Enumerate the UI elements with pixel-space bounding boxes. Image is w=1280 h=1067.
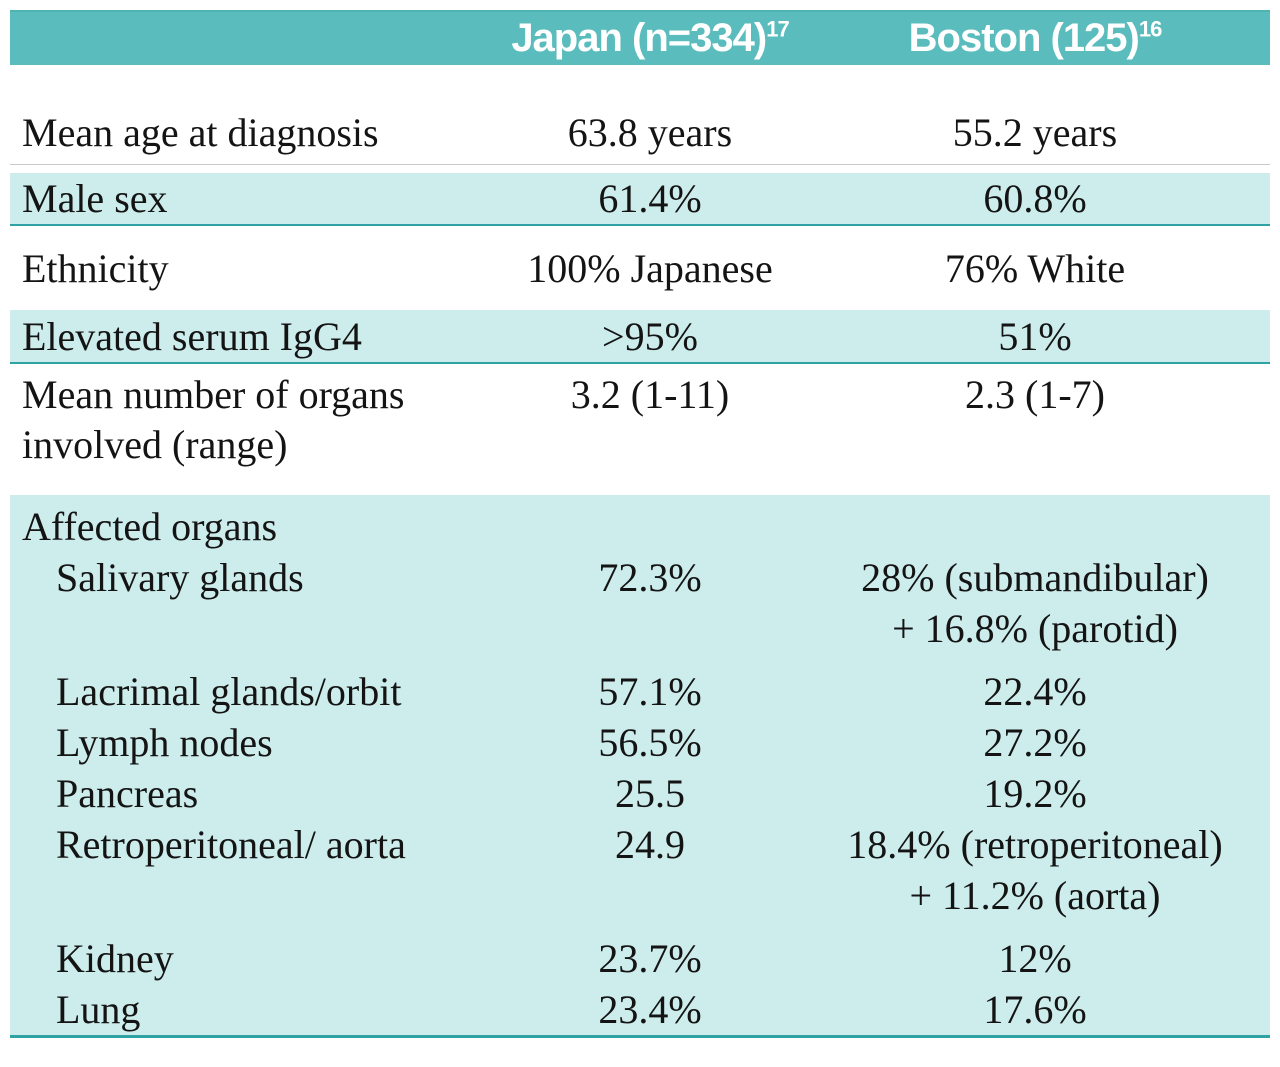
japan-value: 3.2 (1-11) <box>570 372 730 417</box>
organ-label: Salivary glands <box>56 555 304 600</box>
row-male-sex: Male sex 61.4% 60.8% <box>10 173 1270 226</box>
japan-value: 63.8 years <box>567 110 733 155</box>
japan-value: 57.1% <box>598 669 702 714</box>
boston-value: 27.2% <box>983 720 1087 765</box>
boston-value-line1: 18.4% (retroperitoneal) <box>847 822 1223 867</box>
row-mean-age: Mean age at diagnosis 63.8 years 55.2 ye… <box>10 65 1270 165</box>
row-ethnicity: Ethnicity 100% Japanese 76% White <box>10 226 1270 310</box>
header-boston-reference-superscript: 16 <box>1138 16 1163 42</box>
boston-value: 2.3 (1-7) <box>965 372 1105 417</box>
header-japan-reference-superscript: 17 <box>766 16 790 42</box>
organ-row-lymph-nodes: Lymph nodes 56.5% 27.2% <box>10 717 1270 768</box>
japan-value: 25.5 <box>615 771 685 816</box>
boston-value-line1: 28% (submandibular) <box>861 555 1209 600</box>
boston-value: 17.6% <box>983 987 1087 1032</box>
row-mean-organs-involved: Mean number of organs involved (range) 3… <box>10 364 1270 495</box>
organ-label: Lung <box>56 987 141 1032</box>
boston-value-line2: + 11.2% (aorta) <box>909 873 1161 918</box>
organ-row-lacrimal-glands: Lacrimal glands/orbit 57.1% 22.4% <box>10 666 1270 717</box>
row-label: Ethnicity <box>22 245 169 291</box>
row-label: Male sex <box>22 176 168 221</box>
organ-row-lung: Lung 23.4% 17.6% <box>10 984 1270 1035</box>
japan-value: 61.4% <box>598 176 702 221</box>
organ-row-salivary-glands: Salivary glands 72.3% 28% (submandibular… <box>10 552 1270 666</box>
affected-organs-section: Affected organs Salivary glands 72.3% 28… <box>10 495 1270 1038</box>
row-spacer <box>10 165 1270 173</box>
boston-value: 18.4% (retroperitoneal) + 11.2% (aorta) <box>800 819 1270 933</box>
japan-value: 100% Japanese <box>527 245 773 291</box>
comparison-table: Japan (n=334)17 Boston (125)16 Mean age … <box>10 10 1270 1038</box>
organ-label: Pancreas <box>56 771 199 816</box>
boston-value: 12% <box>998 936 1072 981</box>
header-boston-cell: Boston (125)16 <box>800 16 1270 61</box>
japan-value: 72.3% <box>598 555 702 600</box>
section-heading: Affected organs <box>22 504 278 549</box>
boston-value: 28% (submandibular) + 16.8% (parotid) <box>800 552 1270 666</box>
organ-label: Lymph nodes <box>56 720 273 765</box>
row-label: Mean number of organs involved (range) <box>22 372 405 467</box>
boston-value: 22.4% <box>983 669 1087 714</box>
boston-value: 19.2% <box>983 771 1087 816</box>
japan-value: 23.7% <box>598 936 702 981</box>
japan-value: 24.9 <box>615 822 685 867</box>
header-japan-cell: Japan (n=334)17 <box>500 16 800 61</box>
japan-value: >95% <box>602 313 698 359</box>
boston-value: 76% White <box>944 245 1126 291</box>
row-elevated-serum-igg4: Elevated serum IgG4 >95% 51% <box>10 310 1270 364</box>
organ-label: Lacrimal glands/orbit <box>56 669 402 714</box>
organ-row-retroperitoneal-aorta: Retroperitoneal/ aorta 24.9 18.4% (retro… <box>10 819 1270 933</box>
header-japan-label: Japan (n=334) <box>511 16 767 60</box>
organ-label: Kidney <box>56 936 174 981</box>
table-header-row: Japan (n=334)17 Boston (125)16 <box>10 10 1270 65</box>
header-boston-label: Boston (125) <box>908 16 1140 60</box>
organ-row-kidney: Kidney 23.7% 12% <box>10 933 1270 984</box>
row-label: Mean age at diagnosis <box>22 110 379 155</box>
organ-row-pancreas: Pancreas 25.5 19.2% <box>10 768 1270 819</box>
affected-organs-heading-row: Affected organs <box>10 501 1270 552</box>
japan-value: 23.4% <box>598 987 702 1032</box>
boston-value-line2: + 16.8% (parotid) <box>892 606 1178 651</box>
boston-value: 51% <box>998 313 1072 359</box>
japan-value: 56.5% <box>598 720 702 765</box>
boston-value: 55.2 years <box>952 110 1118 155</box>
boston-value: 60.8% <box>983 176 1087 221</box>
organ-label: Retroperitoneal/ aorta <box>56 822 406 867</box>
row-label: Elevated serum IgG4 <box>22 313 362 359</box>
